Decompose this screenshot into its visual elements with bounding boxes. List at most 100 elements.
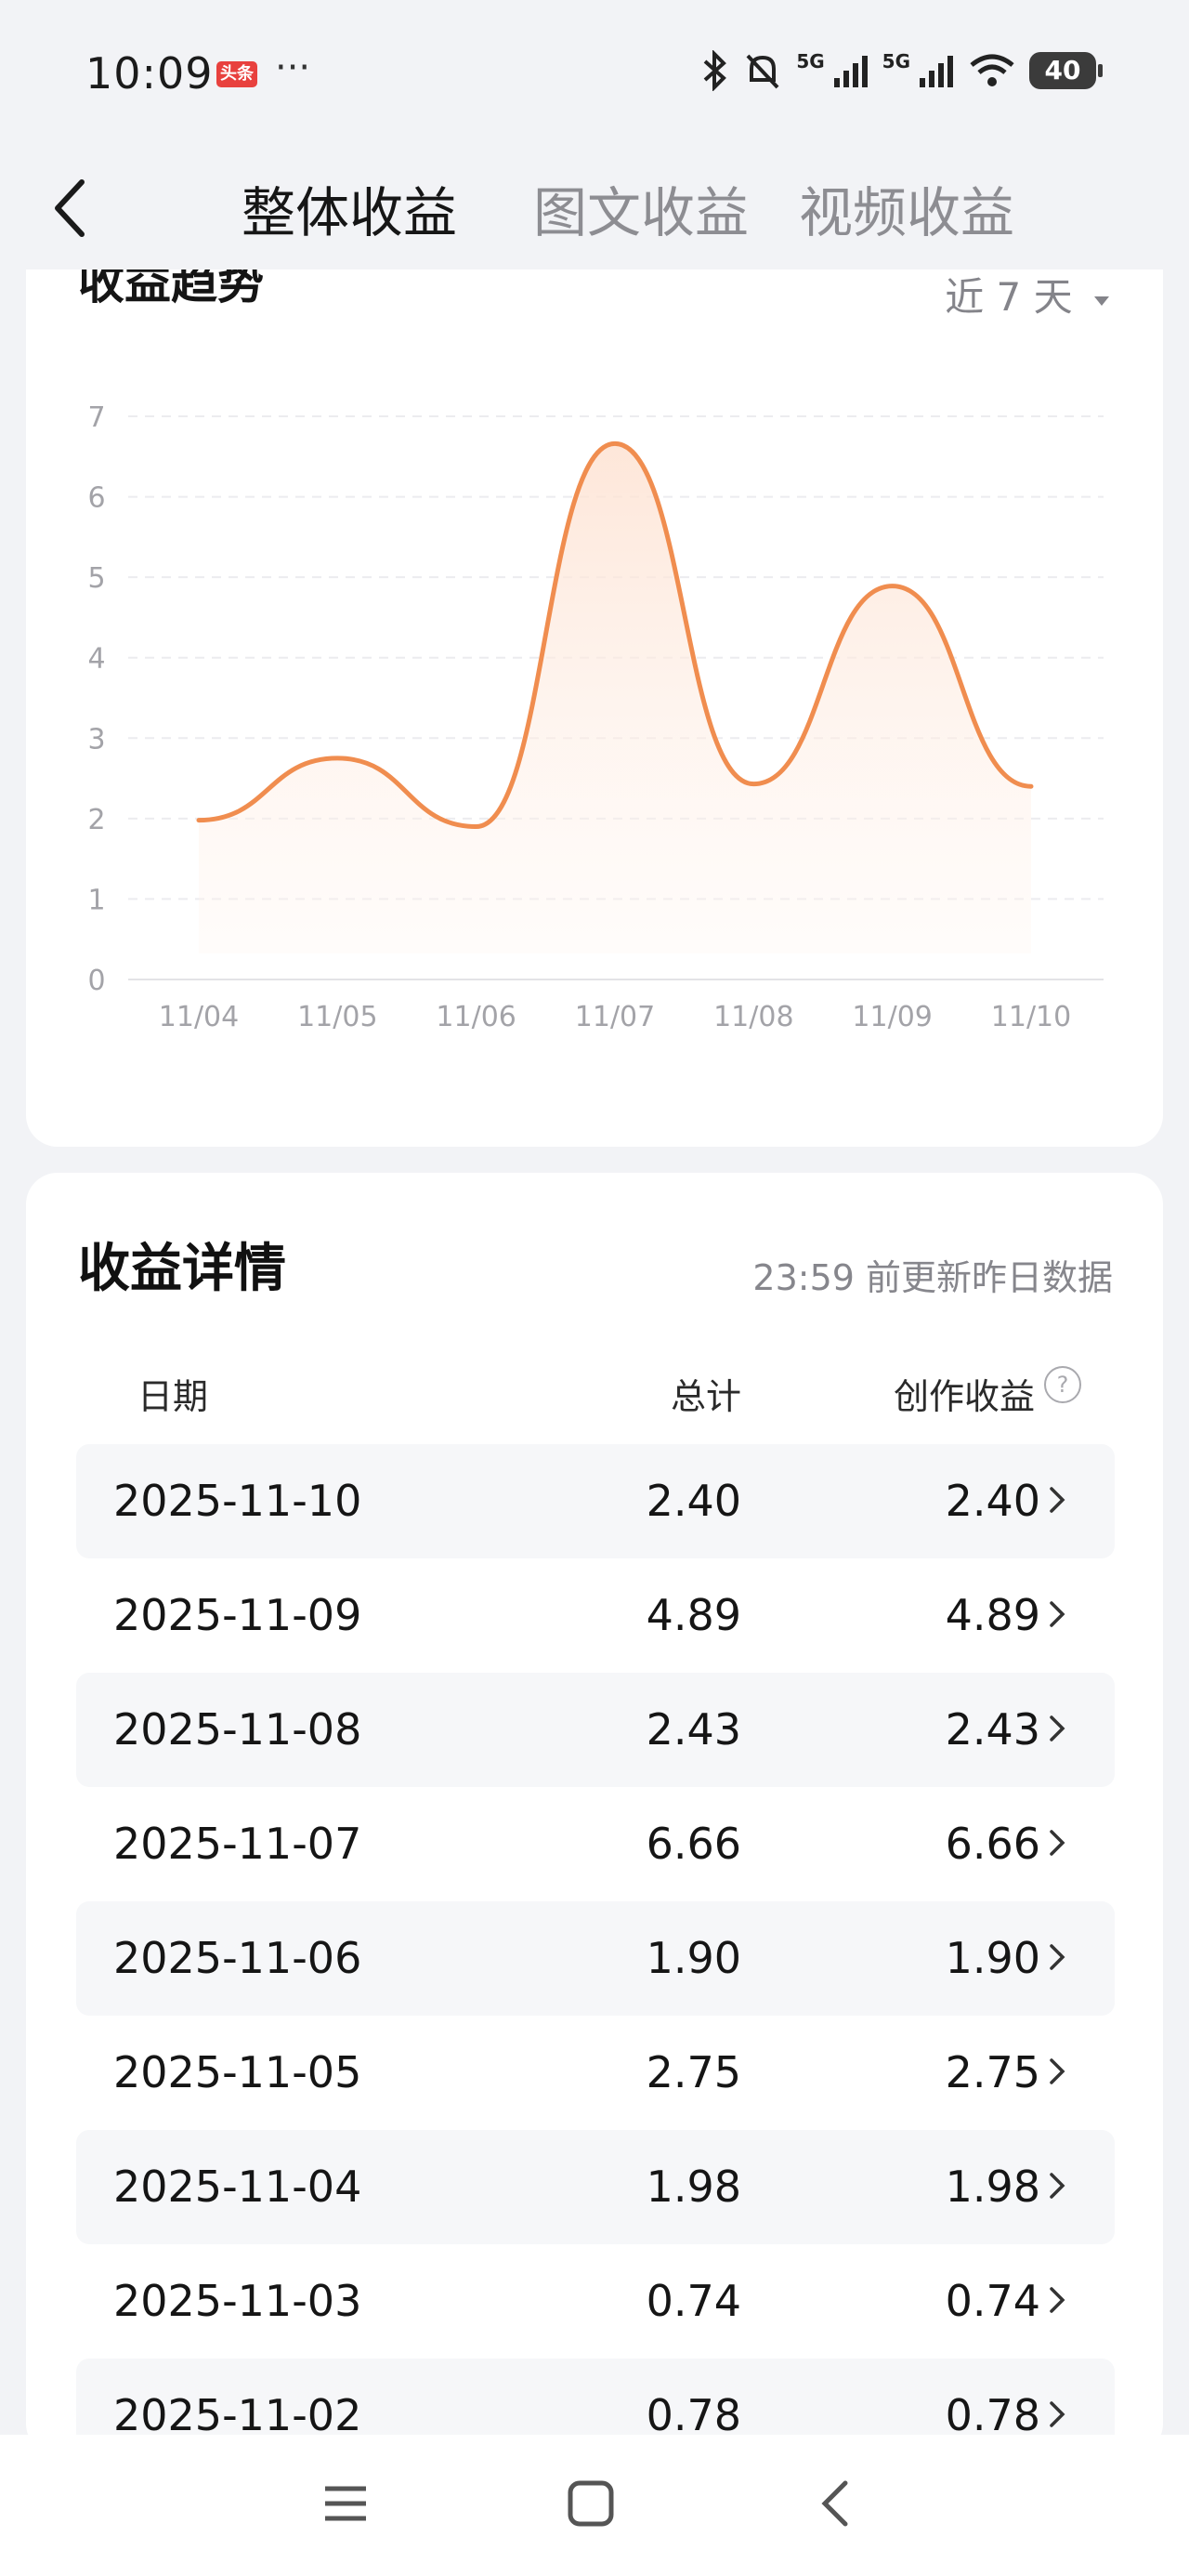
status-bar: 10:09 头条 ··· 5G 5G 40 (0, 0, 1189, 139)
row-total: 1.98 (646, 2162, 741, 2212)
x-tick-label: 11/10 (991, 1001, 1071, 1033)
range-label: 近 7 天 (945, 274, 1073, 320)
data-point[interactable] (613, 441, 617, 446)
row-creation-income: 0.78 (945, 2390, 1040, 2440)
row-total: 1.90 (646, 1933, 741, 1983)
chevron-right-icon (1050, 1715, 1065, 1741)
chevron-right-icon (1050, 2058, 1065, 2084)
battery-icon: 40 (1029, 52, 1103, 89)
row-total: 4.89 (646, 1590, 741, 1640)
table-row[interactable]: 2025-11-08 2.43 2.43 (76, 1673, 1115, 1787)
income-trend-chart: 0 1 2 3 4 5 6 7 11/04 11/05 11/06 11/07 11/08 11/09 1… (87, 401, 1104, 1033)
x-tick-label: 11/06 (436, 1001, 516, 1033)
home-icon[interactable] (567, 2479, 615, 2531)
row-total: 2.75 (646, 2047, 741, 2097)
row-date: 2025-11-02 (113, 2390, 362, 2440)
chevron-right-icon (1050, 1601, 1065, 1627)
signal-1-icon (832, 52, 869, 89)
table-row[interactable]: 2025-11-09 4.89 4.89 (76, 1558, 1115, 1673)
detail-title: 收益详情 (78, 1239, 286, 1299)
data-point[interactable] (890, 584, 895, 588)
row-total: 0.74 (646, 2276, 741, 2326)
income-table: 2025-11-10 2.40 2.40 2025-11-09 4.89 4.89 2025… (76, 1444, 1115, 2455)
row-date: 2025-11-09 (113, 1590, 362, 1640)
row-creation-income: 6.66 (945, 1819, 1040, 1869)
y-tick-label: 6 (87, 482, 105, 515)
system-nav-bar (0, 2435, 1189, 2576)
table-header: 日期 总计 创作收益 ? (76, 1359, 1115, 1424)
back-nav-icon[interactable] (817, 2479, 855, 2531)
table-row[interactable]: 2025-11-03 0.74 0.74 (76, 2244, 1115, 2359)
x-tick-label: 11/04 (159, 1001, 239, 1033)
row-total: 2.40 (646, 1476, 741, 1526)
signal-2-label: 5G (882, 50, 910, 72)
column-creation-income: 创作收益 (893, 1376, 1035, 1417)
bluetooth-icon (701, 50, 729, 91)
trend-title: 收益趋势 (78, 269, 264, 309)
help-question-icon[interactable]: ? (1044, 1366, 1081, 1403)
row-creation-income: 2.43 (945, 1704, 1040, 1755)
chevron-right-icon (1050, 1944, 1065, 1970)
row-date: 2025-11-08 (113, 1704, 362, 1755)
y-tick-label: 4 (87, 643, 105, 676)
column-date: 日期 (137, 1376, 209, 1417)
row-creation-income: 4.89 (945, 1590, 1040, 1640)
y-tick-label: 5 (87, 562, 105, 595)
wifi-icon (968, 52, 1016, 89)
tab-article-income[interactable]: 图文收益 (533, 181, 750, 244)
row-date: 2025-11-05 (113, 2047, 362, 2097)
x-tick-label: 11/09 (852, 1001, 932, 1033)
row-total: 2.43 (646, 1704, 741, 1755)
data-point[interactable] (197, 818, 201, 822)
table-row[interactable]: 2025-11-04 1.98 1.98 (76, 2130, 1115, 2244)
table-row[interactable]: 2025-11-05 2.75 2.75 (76, 2016, 1115, 2130)
row-creation-income: 2.40 (945, 1476, 1040, 1526)
trend-card: 收益趋势 近 7 天 0 1 2 3 4 5 6 7 11/04 11/05 11/06 11/07… (26, 269, 1163, 1147)
table-row[interactable]: 2025-11-07 6.66 6.66 (76, 1787, 1115, 1901)
system-icons: 5G 5G 40 (701, 50, 1103, 91)
x-tick-label: 11/07 (575, 1001, 655, 1033)
range-selector[interactable]: 近 7 天 (945, 269, 1113, 322)
app-notification-icon: 头条 (216, 61, 257, 87)
more-notifications-icon: ··· (275, 46, 311, 89)
row-total: 0.78 (646, 2390, 741, 2440)
column-total: 总计 (670, 1376, 741, 1417)
dropdown-triangle-icon (1094, 296, 1109, 306)
x-tick-label: 11/08 (713, 1001, 793, 1033)
status-time: 10:09 (85, 48, 214, 99)
row-date: 2025-11-06 (113, 1933, 362, 1983)
signal-1-label: 5G (796, 50, 825, 72)
income-series-area (199, 443, 1031, 953)
chevron-right-icon (1050, 2287, 1065, 2313)
data-point[interactable] (1029, 784, 1033, 789)
row-creation-income: 1.98 (945, 2162, 1040, 2212)
y-tick-label: 1 (87, 884, 105, 916)
update-note: 23:59 前更新昨日数据 (752, 1257, 1113, 1298)
data-point[interactable] (474, 824, 478, 829)
x-tick-label: 11/05 (297, 1001, 377, 1033)
y-tick-label: 7 (87, 401, 105, 434)
back-arrow-icon[interactable] (45, 175, 100, 240)
data-point[interactable] (751, 782, 756, 786)
row-total: 6.66 (646, 1819, 741, 1869)
signal-2-icon (918, 52, 955, 89)
income-detail-card: 收益详情 23:59 前更新昨日数据 日期 总计 创作收益 ? 2025-11-… (26, 1173, 1163, 2455)
row-date: 2025-11-03 (113, 2276, 362, 2326)
chevron-right-icon (1050, 2401, 1065, 2427)
chevron-right-icon (1050, 2173, 1065, 2199)
tab-video-income[interactable]: 视频收益 (799, 181, 1015, 244)
row-creation-income: 0.74 (945, 2276, 1040, 2326)
mute-bell-icon (742, 50, 783, 91)
row-date: 2025-11-07 (113, 1819, 362, 1869)
data-point[interactable] (335, 756, 340, 760)
table-row[interactable]: 2025-11-10 2.40 2.40 (76, 1444, 1115, 1558)
row-date: 2025-11-04 (113, 2162, 362, 2212)
row-creation-income: 2.75 (945, 2047, 1040, 2097)
y-tick-label: 0 (87, 965, 105, 997)
tab-overall-income[interactable]: 整体收益 (242, 181, 458, 244)
top-nav: 整体收益 图文收益 视频收益 (0, 139, 1189, 269)
table-row[interactable]: 2025-11-06 1.90 1.90 (76, 1901, 1115, 2016)
row-date: 2025-11-10 (113, 1476, 362, 1526)
menu-icon[interactable] (323, 2479, 368, 2531)
y-tick-label: 2 (87, 804, 105, 836)
